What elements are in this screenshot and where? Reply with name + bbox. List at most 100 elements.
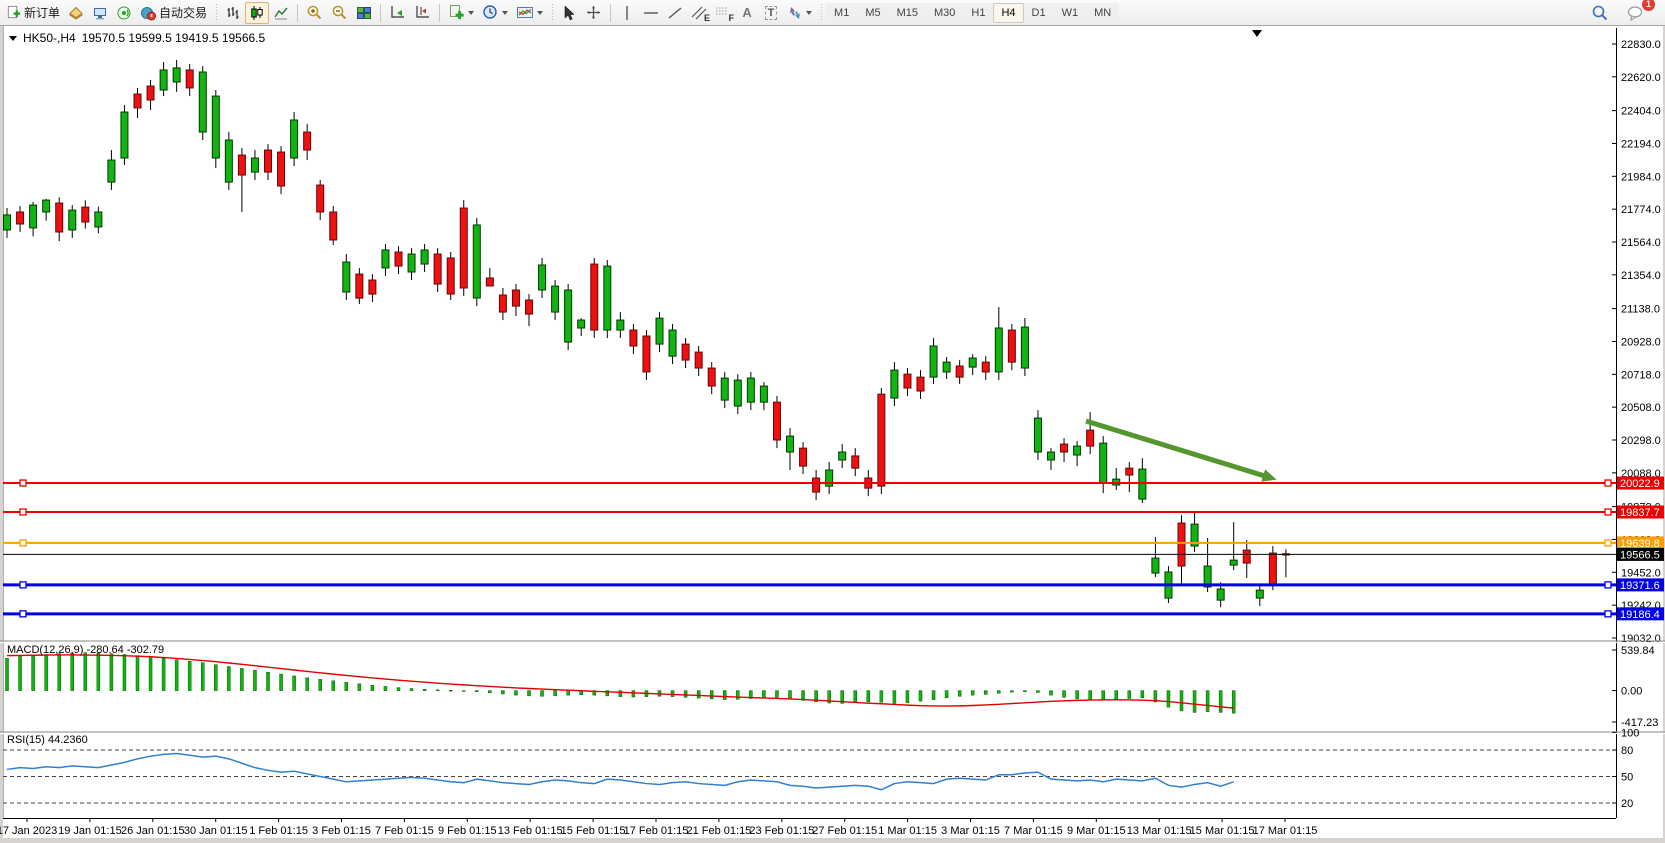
line-handle[interactable] <box>19 610 27 618</box>
insert-group <box>444 2 547 24</box>
tile-windows-button[interactable] <box>352 2 376 24</box>
macd-histogram-bar <box>70 652 74 691</box>
text-button[interactable]: A <box>735 2 759 24</box>
line-handle[interactable] <box>1604 479 1612 487</box>
cursor-button[interactable] <box>557 2 581 24</box>
new-order-button[interactable]: 新订单 <box>2 2 64 24</box>
window-bottom-border <box>0 838 1665 843</box>
macd-histogram-bar <box>122 654 127 691</box>
trend-arrow-line[interactable] <box>1085 418 1269 480</box>
toolbar-grip[interactable] <box>550 3 555 22</box>
date-label: 9 Mar 01:15 <box>1067 825 1126 837</box>
line-handle[interactable] <box>19 539 27 547</box>
candle-body <box>459 207 468 289</box>
candle-body <box>812 477 821 493</box>
macd-histogram-bar <box>292 675 296 691</box>
main-toolbar: 新订单 自动交易 <box>0 0 1665 26</box>
timeframe-h1[interactable]: H1 <box>963 2 994 23</box>
window-right-border <box>1663 26 1665 843</box>
search-button[interactable] <box>1587 2 1613 24</box>
text-icon: A <box>742 5 752 20</box>
indicators-icon <box>450 5 464 20</box>
zoom-out-button[interactable] <box>327 2 352 24</box>
macd-histogram-bar <box>501 690 505 695</box>
bar-chart-button[interactable] <box>221 2 245 24</box>
timeframe-m15[interactable]: M15 <box>888 2 926 23</box>
market-watch-icon <box>69 6 83 20</box>
candle-body <box>994 327 1003 373</box>
line-handle[interactable] <box>1604 539 1612 547</box>
timeframe-group: M1 M5 M15 M30 H1 H4 D1 W1 MN <box>826 2 1120 23</box>
timeframe-d1[interactable]: D1 <box>1023 2 1054 23</box>
chart-menu-icon[interactable] <box>9 35 17 45</box>
chart-shift-marker[interactable] <box>1252 30 1262 37</box>
templates-button[interactable] <box>512 2 547 24</box>
navigator-button[interactable] <box>88 2 112 24</box>
periods-button[interactable] <box>478 2 512 24</box>
candle-body <box>250 157 259 173</box>
crosshair-button[interactable] <box>581 2 606 24</box>
arrows-button[interactable] <box>783 2 816 24</box>
price-axis-flag <box>1617 547 1664 561</box>
candle-body <box>890 369 899 399</box>
chart-window[interactable]: HK50-,H4 19570.5 19599.5 19419.5 19566.5… <box>0 26 1665 843</box>
price-chart-canvas[interactable]: 22830.0 22620.0 22404.0 22194.0 21984.0 21774… <box>0 26 1665 843</box>
toolbar-right: 1 <box>1587 0 1663 24</box>
vertical-line-button[interactable] <box>615 2 639 24</box>
timeframe-m5[interactable]: M5 <box>857 2 889 23</box>
line-chart-button[interactable] <box>269 2 293 24</box>
zoom-in-button[interactable] <box>302 2 327 24</box>
arrows-dropdown-caret[interactable] <box>806 11 813 18</box>
fibonacci-button[interactable]: F <box>711 2 735 24</box>
timeframe-mn[interactable]: MN <box>1086 2 1120 23</box>
candle-body <box>81 206 90 223</box>
candle-body <box>1203 565 1212 588</box>
chart-shift-button[interactable] <box>410 2 435 24</box>
timeframe-m30[interactable]: M30 <box>926 2 964 23</box>
autotrading-button[interactable]: 自动交易 <box>136 2 211 24</box>
macd-histogram-bar <box>201 662 205 691</box>
candle-body <box>851 455 860 469</box>
timeframe-h4[interactable]: H4 <box>993 2 1024 23</box>
line-handle[interactable] <box>19 581 27 589</box>
candle-body <box>733 379 742 407</box>
macd-histogram-bar <box>749 690 753 699</box>
macd-histogram-bar <box>1023 690 1027 692</box>
chat-button[interactable]: 1 <box>1623 0 1655 24</box>
toolbar-grip[interactable] <box>214 3 219 22</box>
candle-body <box>825 469 834 487</box>
line-handle[interactable] <box>19 508 27 516</box>
price-tick-label: 20718.0 <box>1621 369 1661 381</box>
line-handle[interactable] <box>1604 508 1612 516</box>
text-label-button[interactable]: T <box>759 2 783 24</box>
price-tick-label: 20298.0 <box>1621 435 1661 447</box>
line-handle[interactable] <box>1604 581 1612 589</box>
price-tick-label: 22620.0 <box>1621 72 1661 84</box>
indicators-button[interactable] <box>444 2 478 24</box>
trend-arrow-head[interactable] <box>1261 469 1278 486</box>
indicators-dropdown-caret[interactable] <box>468 11 475 18</box>
toolbar-grip[interactable] <box>819 3 824 22</box>
date-label: 23 Feb 01:15 <box>749 825 814 837</box>
horizontal-line-button[interactable] <box>639 2 663 24</box>
candlestick-chart-button[interactable] <box>245 1 270 24</box>
auto-scroll-button[interactable] <box>385 2 410 24</box>
trendline-button[interactable] <box>663 2 687 24</box>
macd-tick-label: 539.84 <box>1621 645 1655 657</box>
date-label: 9 Feb 01:15 <box>438 825 497 837</box>
timeframe-m1[interactable]: M1 <box>826 2 858 23</box>
macd-histogram-bar <box>814 690 818 703</box>
search-icon <box>1592 5 1608 20</box>
equidistant-channel-button[interactable]: E <box>687 2 711 24</box>
line-handle[interactable] <box>1604 610 1612 618</box>
macd-histogram-bar <box>135 655 140 691</box>
timeframe-w1[interactable]: W1 <box>1053 2 1087 23</box>
periods-dropdown-caret[interactable] <box>502 11 509 18</box>
market-watch-button[interactable] <box>64 2 88 24</box>
macd-histogram-bar <box>957 690 962 697</box>
templates-dropdown-caret[interactable] <box>537 11 544 18</box>
signals-button[interactable] <box>112 2 136 24</box>
line-handle[interactable] <box>19 479 27 487</box>
macd-histogram-bar <box>553 690 557 697</box>
cursor-icon <box>564 4 575 20</box>
